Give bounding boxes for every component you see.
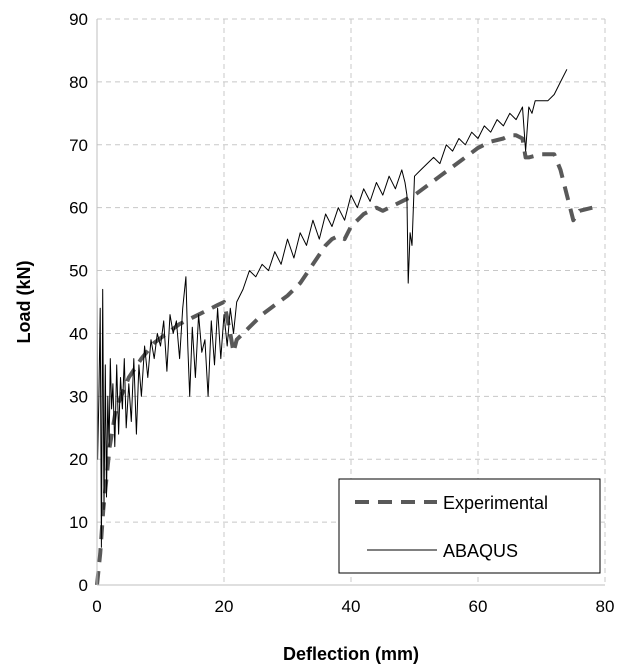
y-tick-label: 30 <box>69 387 88 406</box>
x-tick-label: 0 <box>92 597 101 616</box>
x-axis-title: Deflection (mm) <box>283 644 419 664</box>
y-tick-label: 70 <box>69 136 88 155</box>
series-line-abaqus <box>96 69 568 548</box>
x-tick-label: 80 <box>596 597 615 616</box>
legend-label-abaqus: ABAQUS <box>443 541 518 561</box>
y-tick-label: 40 <box>69 324 88 343</box>
y-tick-label: 80 <box>69 73 88 92</box>
axes <box>96 19 605 586</box>
x-tick-label: 20 <box>215 597 234 616</box>
legend-box <box>338 478 601 574</box>
legend: Experimental ABAQUS <box>338 478 601 574</box>
y-tick-label: 60 <box>69 199 88 218</box>
series-layer <box>95 69 593 586</box>
x-tick-label: 40 <box>342 597 361 616</box>
y-tick-label: 10 <box>69 513 88 532</box>
y-tick-label: 90 <box>69 10 88 29</box>
series-line-experimental <box>95 133 593 586</box>
gridlines <box>97 18 606 585</box>
legend-label-experimental: Experimental <box>443 493 548 513</box>
x-tick-label: 60 <box>469 597 488 616</box>
tick-labels: 0 10 20 30 40 50 60 70 80 90 0 20 40 60 80 <box>69 10 614 616</box>
y-tick-label: 0 <box>79 576 88 595</box>
y-axis-title: Load (kN) <box>14 260 34 343</box>
y-tick-label: 20 <box>69 450 88 469</box>
y-tick-label: 50 <box>69 262 88 281</box>
